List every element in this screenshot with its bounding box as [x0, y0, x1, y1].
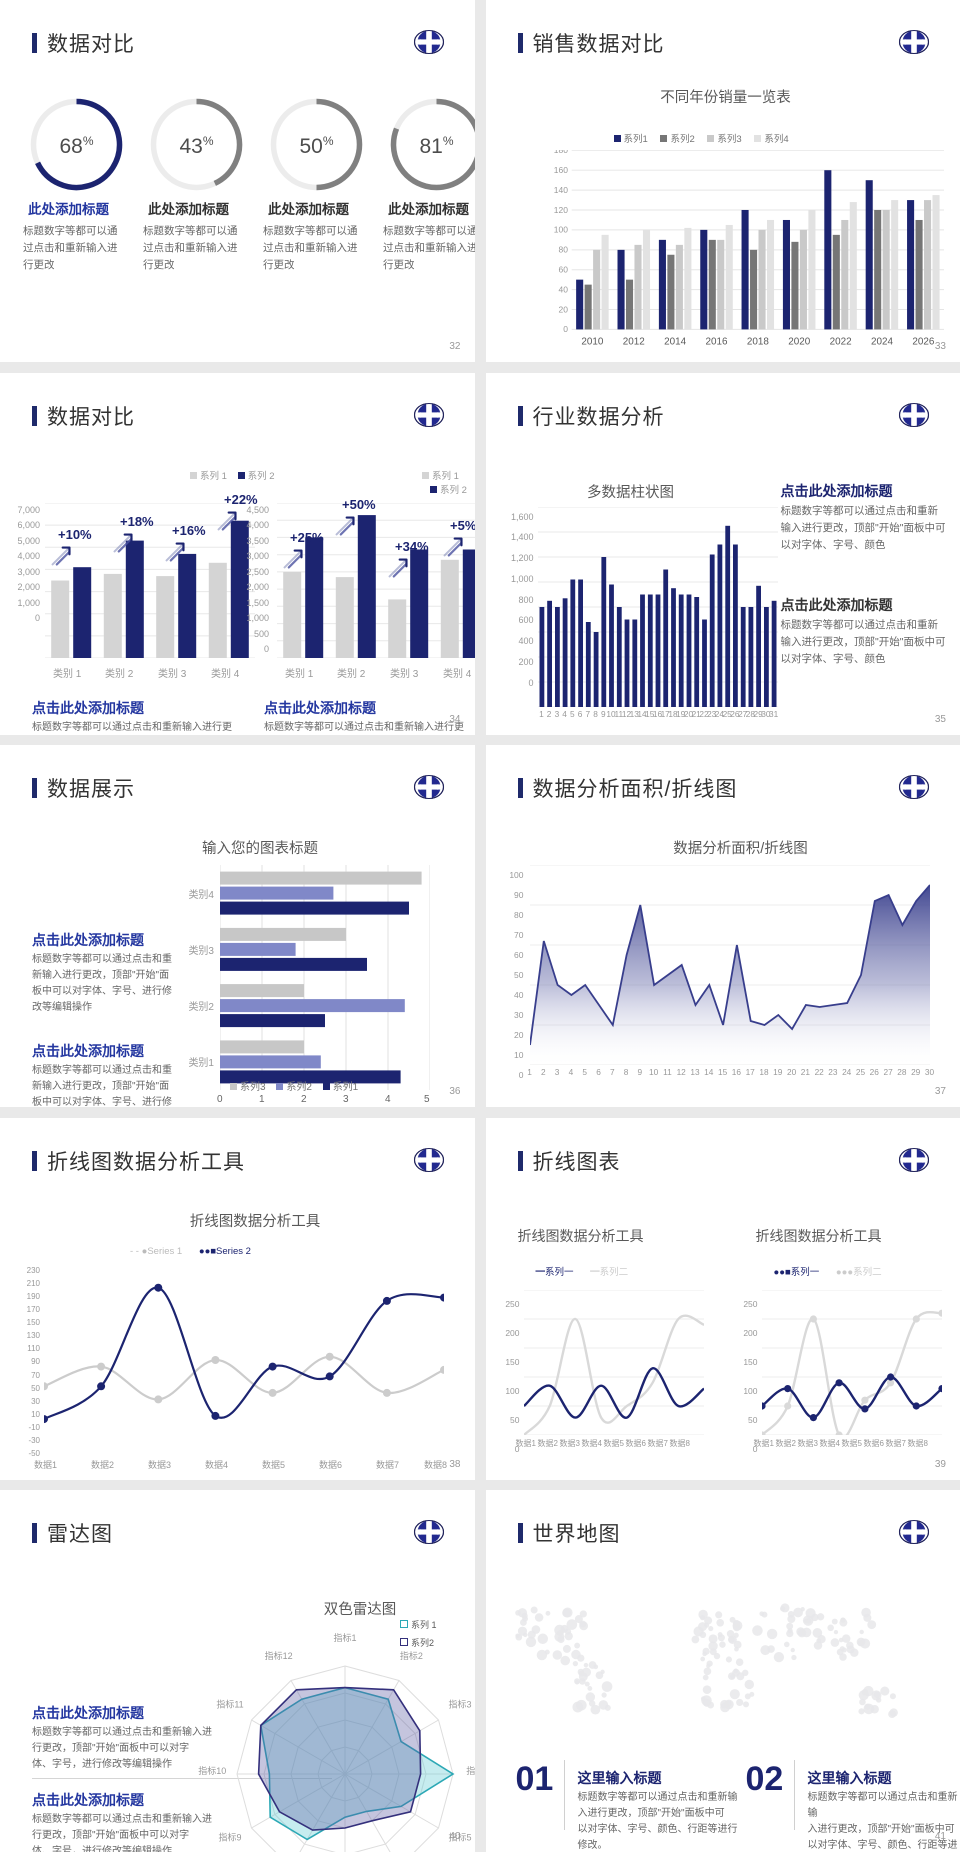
svg-text:0: 0: [563, 324, 568, 334]
svg-text:20: 20: [558, 304, 568, 314]
svg-text:2020: 2020: [788, 336, 810, 347]
svg-text:100: 100: [553, 225, 567, 235]
svg-text:指标11: 指标11: [216, 1699, 243, 1710]
svg-text:指标4: 指标4: [466, 1765, 474, 1776]
svg-text:指标9: 指标9: [218, 1831, 241, 1842]
svg-text:指标3: 指标3: [448, 1699, 471, 1710]
svg-text:指标1: 指标1: [333, 1632, 356, 1643]
svg-text:180: 180: [553, 150, 567, 155]
svg-text:140: 140: [553, 185, 567, 195]
svg-text:2012: 2012: [622, 336, 644, 347]
svg-text:120: 120: [553, 205, 567, 215]
svg-text:指标12: 指标12: [265, 1650, 293, 1661]
svg-text:2014: 2014: [664, 336, 686, 347]
svg-text:2024: 2024: [870, 336, 892, 347]
svg-text:2016: 2016: [705, 336, 727, 347]
svg-text:160: 160: [553, 165, 567, 175]
svg-text:2010: 2010: [581, 336, 603, 347]
svg-text:60: 60: [558, 265, 568, 275]
svg-text:40: 40: [558, 284, 568, 294]
svg-text:80: 80: [558, 245, 568, 255]
svg-text:指标2: 指标2: [400, 1650, 423, 1661]
svg-text:2018: 2018: [746, 336, 768, 347]
svg-text:指标10: 指标10: [198, 1765, 226, 1776]
svg-text:2022: 2022: [829, 336, 851, 347]
svg-text:2026: 2026: [912, 336, 934, 347]
